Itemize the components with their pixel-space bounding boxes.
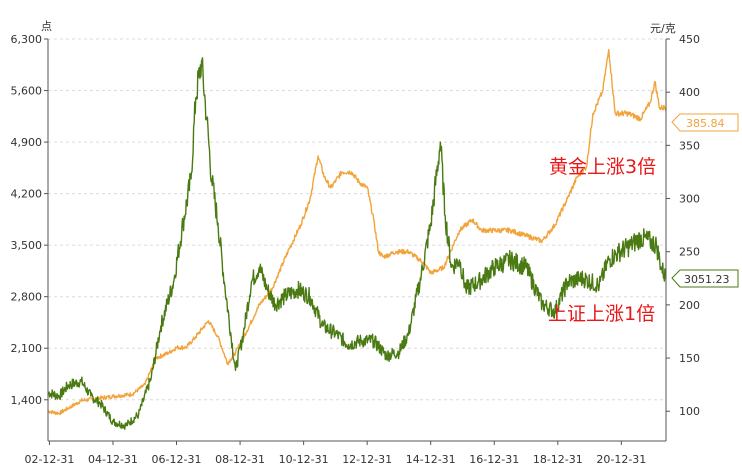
x-axis-ticks: 02-12-31 04-12-31 06-12-31 08-12-31 10-12-31… [24, 441, 646, 466]
axes [47, 39, 667, 442]
x-tick-label: 20-12-31 [596, 453, 646, 466]
x-tick-label: 18-12-31 [533, 453, 583, 466]
x-tick-label: 08-12-31 [215, 453, 265, 466]
right-y-axis-ticks: 100 150 200 250 300 350 400 450 [666, 33, 700, 418]
gold-end-label: 385.84 [671, 113, 739, 132]
sse-end-label-text: 3051.23 [684, 273, 730, 286]
right-y-tick-label: 350 [679, 139, 700, 152]
gridlines [48, 38, 666, 401]
x-tick-label: 14-12-31 [406, 453, 456, 466]
right-y-tick-label: 300 [679, 193, 700, 206]
gold-end-label-text: 385.84 [686, 117, 725, 130]
right-y-tick-label: 450 [679, 33, 700, 46]
right-y-tick-label: 250 [679, 246, 700, 259]
x-tick-label: 06-12-31 [152, 453, 202, 466]
right-axis-unit: 元/克 [650, 22, 676, 35]
left-y-tick-label: 1,400 [11, 394, 43, 407]
left-y-tick-label: 4,200 [11, 188, 43, 201]
x-tick-label: 02-12-31 [24, 453, 74, 466]
sse-annotation: 上证上涨1倍 [548, 303, 655, 325]
left-y-tick-label: 3,500 [11, 239, 43, 252]
left-axis-unit: 点 [41, 20, 52, 33]
left-y-tick-label: 5,600 [11, 85, 43, 98]
x-tick-label: 04-12-31 [88, 453, 138, 466]
x-tick-label: 16-12-31 [469, 453, 519, 466]
sse-index-line [47, 57, 667, 430]
right-y-tick-label: 150 [679, 352, 700, 365]
gold-price-line [47, 48, 667, 416]
left-y-tick-label: 2,100 [11, 342, 43, 355]
gold-annotation: 黄金上涨3倍 [549, 156, 656, 178]
left-y-tick-label: 2,800 [11, 291, 43, 304]
x-tick-label: 10-12-31 [279, 453, 329, 466]
right-y-tick-label: 200 [679, 299, 700, 312]
right-y-tick-label: 400 [679, 86, 700, 99]
x-tick-label: 12-12-31 [342, 453, 392, 466]
series-lines [47, 48, 667, 430]
sse-end-label-box [671, 269, 739, 288]
gold-end-label-box [671, 113, 739, 132]
left-y-axis-ticks: 1,400 2,100 2,800 3,500 4,200 4,900 5,600 6,300 [11, 33, 48, 407]
left-y-tick-label: 4,900 [11, 136, 43, 149]
right-y-tick-label: 100 [679, 405, 700, 418]
sse-end-label: 3051.23 [671, 269, 739, 288]
left-y-tick-label: 6,300 [11, 33, 43, 46]
